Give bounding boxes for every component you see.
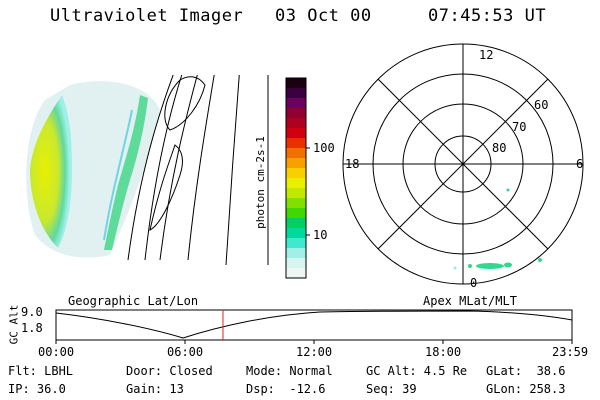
mlt-label-6: 6 [576, 157, 584, 171]
instrument-title: Ultraviolet Imager [50, 6, 244, 26]
auroral-arc [104, 95, 148, 250]
dayside-crescent [30, 95, 72, 248]
mlt-label-12: 12 [479, 48, 494, 62]
status-gain: Gain: 13 [126, 382, 184, 396]
lat-label-80: 80 [492, 141, 507, 155]
colorbar-segment [286, 268, 306, 279]
lat-label-70: 70 [512, 120, 527, 134]
status-door: Door: Closed [126, 364, 213, 378]
status-filter: Flt: LBHL [8, 364, 74, 378]
timeline-xtick-0000: 00:00 [38, 345, 75, 359]
timeline-xtick-2359: 23:59 [552, 345, 589, 359]
altitude-curve [55, 310, 573, 339]
status-mode: Mode: Normal [246, 364, 333, 378]
colorbar-segment [286, 168, 306, 179]
observation-date: 03 Oct 00 [275, 6, 372, 26]
altitude-timeline-frame [55, 309, 573, 341]
colorbar-segment [286, 98, 306, 109]
colorbar-segment [286, 198, 306, 209]
colorbar-segment [286, 208, 306, 219]
geographic-grid [127, 75, 269, 265]
colorbar-segment [286, 128, 306, 139]
observation-time: 07:45:53 UT [428, 6, 547, 26]
colorbar-tick-100: 100 [313, 141, 335, 155]
colorbar-segment [286, 138, 306, 149]
colorbar-segment [286, 78, 306, 89]
status-seq: Seq: 39 [366, 382, 417, 396]
colorbar-segment [286, 228, 306, 239]
status-gc-alt: GC Alt: 4.5 Re [366, 364, 468, 378]
timeline-xtick-1800: 18:00 [425, 345, 462, 359]
colorbar-segment [286, 258, 306, 269]
colorbar [286, 78, 306, 279]
timeline-left-title: Geographic Lat/Lon [68, 294, 199, 308]
status-glat: GLat: 38.6 [486, 364, 566, 378]
status-dsp: Dsp: -12.6 [246, 382, 326, 396]
polar-plot [342, 43, 584, 285]
colorbar-tick-10: 10 [313, 228, 328, 242]
colorbar-segment [286, 148, 306, 159]
polar-aurora-dots [453, 188, 542, 270]
status-ip: IP: 36.0 [8, 382, 66, 396]
timeline-right-title: Apex MLat/MLT [423, 294, 517, 308]
colorbar-segment [286, 118, 306, 129]
lat-label-60: 60 [534, 98, 549, 112]
colorbar-segment [286, 218, 306, 229]
colorbar-segment [286, 238, 306, 249]
uv-image-panel [26, 75, 269, 265]
colorbar-segment [286, 188, 306, 199]
colorbar-segment [286, 158, 306, 169]
colorbar-segment [286, 178, 306, 189]
timeline-xtick-1200: 12:00 [296, 345, 333, 359]
status-glon: GLon: 258.3 [486, 382, 566, 396]
colorbar-segment [286, 248, 306, 259]
colorbar-segment [286, 88, 306, 99]
timeline-xtick-0600: 06:00 [167, 345, 204, 359]
colorbar-segment [286, 108, 306, 119]
timeline-axis-label: GC Alt [7, 304, 21, 345]
timeline-ytick-9: 9.0 [21, 305, 43, 319]
mlt-label-0: 0 [470, 276, 478, 290]
timeline-ytick-1-8: 1.8 [21, 321, 43, 335]
mlt-label-18: 18 [345, 157, 360, 171]
colorbar-unit-label: photon cm-2s-1 [253, 136, 267, 229]
